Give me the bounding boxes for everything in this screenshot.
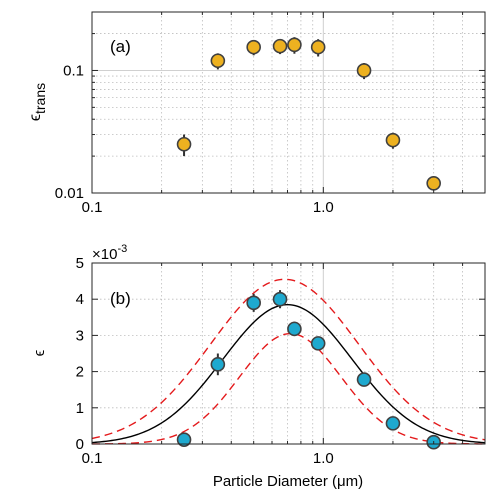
data-point [272,38,288,54]
data-point [310,39,326,55]
panel-b-curves [91,278,486,445]
panel-b-ticks: 0.1 1.0 0 1 2 3 4 5 [76,255,485,467]
data-point [210,357,226,372]
panel-b-frame [91,262,486,445]
y-tick-label: 4 [76,291,84,308]
panel-a-grid [92,12,485,193]
panel-a-label: (a) [110,37,131,56]
data-point [287,37,302,53]
data-point [426,175,441,191]
panel-b-grid [92,263,485,444]
panel-a-series [176,37,441,191]
panel-a-frame [91,11,486,194]
x-tick-label: 0.1 [82,199,103,216]
x-tick-label: 1.0 [313,199,334,216]
data-point [176,432,192,447]
panel-a-y-axis-subscript: trans [32,83,48,114]
panel-a: 0.1 1.00.010.1 (a) ϵtrans [27,11,486,216]
panel-a-ticks: 0.1 1.00.010.1 [55,12,485,216]
data-point [246,39,261,55]
y-tick-label: 2 [76,364,84,381]
data-point [385,132,401,148]
data-point [287,321,302,337]
data-point [356,372,372,387]
panel-b: 0.1 1.0 0 1 2 3 4 5 (b) ×10-3 ϵ Particle Diamet… [31,243,486,490]
y-tick-label: 5 [76,255,84,272]
data-point [246,295,261,311]
bound-curve [91,278,486,441]
y-tick-label: 3 [76,327,84,344]
x-tick-label: 0.1 [82,450,103,467]
y-tick-label: 0.01 [55,185,84,202]
panel-a-y-axis-symbol: ϵ [27,114,44,121]
fit-curve [91,303,486,444]
y-tick-label: 0.1 [63,62,84,79]
panel-a-y-axis-label: ϵtrans [27,83,48,121]
panel-a-plot-area [92,12,485,193]
bound-curve [92,332,486,445]
data-point [310,336,326,351]
panel-b-exponent: ×10-3 [92,243,127,263]
panel-b-exponent-power: -3 [117,243,127,255]
panel-b-label: (b) [110,289,131,308]
data-point [176,136,192,152]
panel-b-y-axis-label: ϵ [31,349,48,356]
panel-b-exponent-base: ×10 [92,246,117,263]
x-tick-label: 1.0 [313,450,334,467]
y-tick-label: 0 [76,436,84,453]
data-point [356,63,372,78]
y-tick-label: 1 [76,400,84,417]
data-point [385,416,401,431]
data-point [272,291,288,307]
panel-b-x-axis-label: Particle Diameter (μm) [213,473,363,490]
panel-b-plot-area [92,263,485,444]
data-point [210,53,226,69]
